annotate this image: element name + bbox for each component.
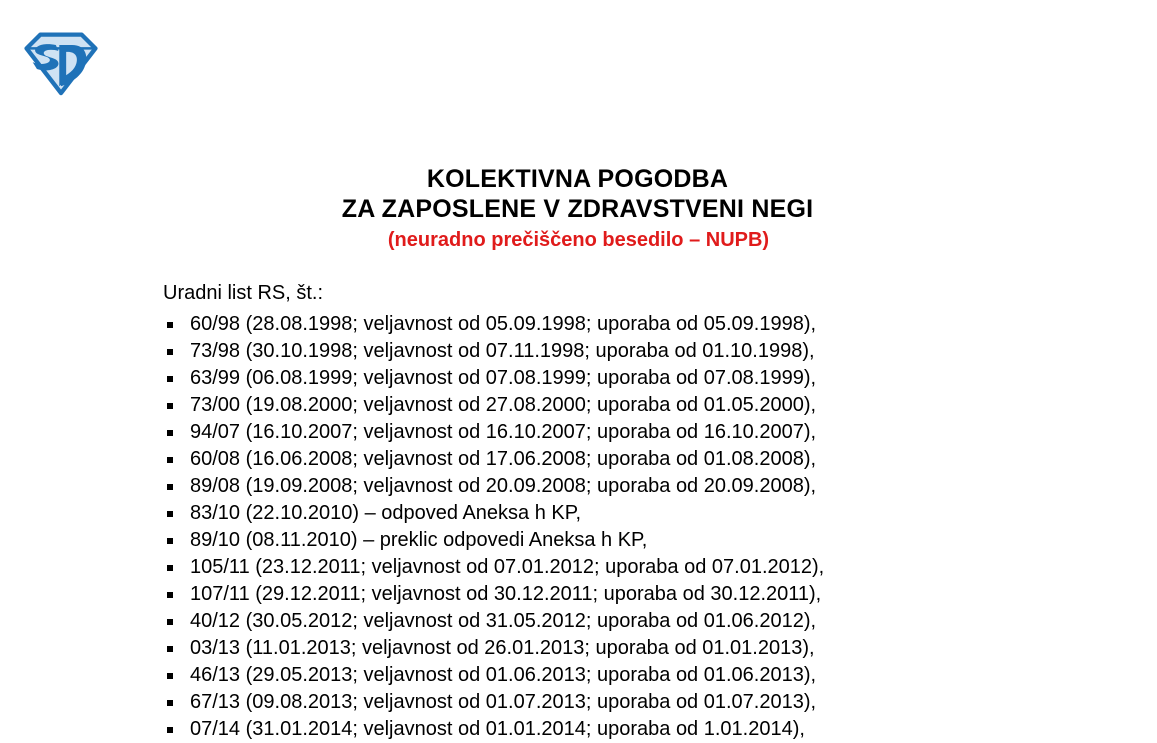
title-block: KOLEKTIVNA POGODBA ZA ZAPOSLENE V ZDRAVS… [0, 164, 1157, 254]
list-item-label: 107/11 (29.12.2011; veljavnost od 30.12.… [190, 583, 822, 605]
list-item: 46/13 (29.05.2013; veljavnost od 01.06.2… [163, 662, 1123, 689]
list-item-label: 89/10 (08.11.2010) – preklic odpovedi An… [190, 529, 648, 551]
square-bullet-icon [167, 592, 173, 598]
list-item-label: 07/14 (31.01.2014; veljavnost od 01.01.2… [190, 718, 805, 740]
square-bullet-icon [167, 511, 173, 517]
square-bullet-icon [167, 376, 173, 382]
list-item-label: 94/07 (16.10.2007; veljavnost od 16.10.2… [190, 421, 817, 443]
list-item: 63/99 (06.08.1999; veljavnost od 07.08.1… [163, 365, 1123, 392]
list-item-label: 60/98 (28.08.1998; veljavnost od 05.09.1… [190, 313, 817, 335]
page-title-line1: KOLEKTIVNA POGODBA [426, 165, 729, 193]
list-item-label: 67/13 (09.08.2013; veljavnost od 01.07.2… [190, 691, 817, 713]
square-bullet-icon [167, 700, 173, 706]
list-item-label: 46/13 (29.05.2013; veljavnost od 01.06.2… [190, 664, 817, 686]
square-bullet-icon [167, 322, 173, 328]
list-item-label: 73/98 (30.10.1998; veljavnost od 07.11.1… [190, 340, 815, 362]
list-item-label: 105/11 (23.12.2011; veljavnost od 07.01.… [190, 556, 825, 578]
gazette-intro-label: Uradni list RS, št.: [163, 282, 324, 304]
list-item-label: 60/08 (16.06.2008; veljavnost od 17.06.2… [190, 448, 817, 470]
list-item: 60/98 (28.08.1998; veljavnost od 05.09.1… [163, 311, 1123, 338]
square-bullet-icon [167, 403, 173, 409]
list-item: 73/00 (19.08.2000; veljavnost od 27.08.2… [163, 392, 1123, 419]
page-title-line2: ZA ZAPOSLENE V ZDRAVSTVENI NEGI [341, 195, 814, 223]
sd-diamond-logo [18, 26, 104, 100]
list-item: 89/10 (08.11.2010) – preklic odpovedi An… [163, 527, 1123, 554]
square-bullet-icon [167, 727, 173, 733]
square-bullet-icon [167, 619, 173, 625]
list-item-label: 40/12 (30.05.2012; veljavnost od 31.05.2… [190, 610, 817, 632]
list-item: 73/98 (30.10.1998; veljavnost od 07.11.1… [163, 338, 1123, 365]
list-item: 89/08 (19.09.2008; veljavnost od 20.09.2… [163, 473, 1123, 500]
list-item: 03/13 (11.01.2013; veljavnost od 26.01.2… [163, 635, 1123, 662]
square-bullet-icon [167, 430, 173, 436]
list-item: 105/11 (23.12.2011; veljavnost od 07.01.… [163, 554, 1123, 581]
square-bullet-icon [167, 673, 173, 679]
gazette-list: 60/98 (28.08.1998; veljavnost od 05.09.1… [163, 311, 1123, 743]
list-item-label: 73/00 (19.08.2000; veljavnost od 27.08.2… [190, 394, 817, 416]
list-item-label: 03/13 (11.01.2013; veljavnost od 26.01.2… [190, 637, 815, 659]
square-bullet-icon [167, 484, 173, 490]
page-subtitle: (neuradno prečiščeno besedilo – NUPB) [387, 229, 770, 251]
list-item-label: 83/10 (22.10.2010) – odpoved Aneksa h KP… [190, 502, 582, 524]
list-item: 60/08 (16.06.2008; veljavnost od 17.06.2… [163, 446, 1123, 473]
list-item-label: 63/99 (06.08.1999; veljavnost od 07.08.1… [190, 367, 817, 389]
square-bullet-icon [167, 538, 173, 544]
square-bullet-icon [167, 349, 173, 355]
square-bullet-icon [167, 457, 173, 463]
list-item: 83/10 (22.10.2010) – odpoved Aneksa h KP… [163, 500, 1123, 527]
list-item-label: 89/08 (19.09.2008; veljavnost od 20.09.2… [190, 475, 817, 497]
list-item: 107/11 (29.12.2011; veljavnost od 30.12.… [163, 581, 1123, 608]
square-bullet-icon [167, 565, 173, 571]
square-bullet-icon [167, 646, 173, 652]
list-item: 40/12 (30.05.2012; veljavnost od 31.05.2… [163, 608, 1123, 635]
list-item: 07/14 (31.01.2014; veljavnost od 01.01.2… [163, 716, 1123, 743]
list-item: 94/07 (16.10.2007; veljavnost od 16.10.2… [163, 419, 1123, 446]
list-item: 67/13 (09.08.2013; veljavnost od 01.07.2… [163, 689, 1123, 716]
body-block: Uradni list RS, št.: 60/98 (28.08.1998; … [163, 281, 1123, 743]
